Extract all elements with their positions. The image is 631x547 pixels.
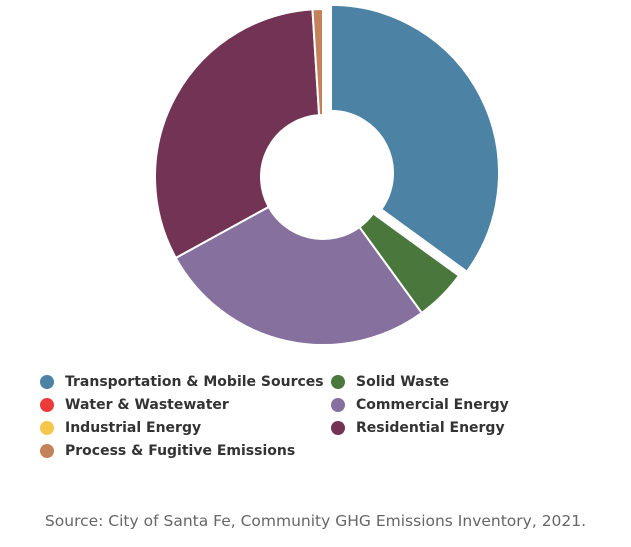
chart-legend: Transportation & Mobile Sources Solid Wa… xyxy=(40,372,600,460)
legend-label: Process & Fugitive Emissions xyxy=(65,442,296,459)
pie-slice-process-fugitive-emissions[interactable] xyxy=(311,7,324,117)
legend-dot-icon xyxy=(331,397,345,412)
legend-item-industrial-energy[interactable]: Industrial Energy xyxy=(40,418,331,437)
legend-dot-icon xyxy=(331,374,345,389)
legend-label: Transportation & Mobile Sources xyxy=(65,373,324,390)
pie-slice-residential-energy[interactable] xyxy=(153,8,321,260)
legend-dot-icon xyxy=(40,374,54,389)
legend-label: Residential Energy xyxy=(356,419,505,436)
legend-label: Commercial Energy xyxy=(356,396,509,413)
legend-item-residential-energy[interactable]: Residential Energy xyxy=(331,418,591,437)
legend-dot-icon xyxy=(40,397,54,412)
legend-item-process-fugitive[interactable]: Process & Fugitive Emissions xyxy=(40,441,331,460)
source-note: Source: City of Santa Fe, Community GHG … xyxy=(44,512,587,530)
legend-dot-icon xyxy=(40,443,54,458)
legend-label: Industrial Energy xyxy=(65,419,202,436)
legend-label: Water & Wastewater xyxy=(65,396,229,413)
legend-dot-icon xyxy=(40,420,54,435)
pie-slice-transportation-mobile-sources[interactable] xyxy=(330,3,501,274)
legend-item-commercial-energy[interactable]: Commercial Energy xyxy=(331,395,591,414)
legend-item-solid-waste[interactable]: Solid Waste xyxy=(331,372,591,391)
legend-item-water-wastewater[interactable]: Water & Wastewater xyxy=(40,395,331,414)
pie-slice-commercial-energy[interactable] xyxy=(174,205,424,347)
legend-label: Solid Waste xyxy=(356,373,450,390)
legend-item-transportation[interactable]: Transportation & Mobile Sources xyxy=(40,372,331,391)
donut-chart xyxy=(153,3,501,347)
legend-dot-icon xyxy=(331,420,345,435)
